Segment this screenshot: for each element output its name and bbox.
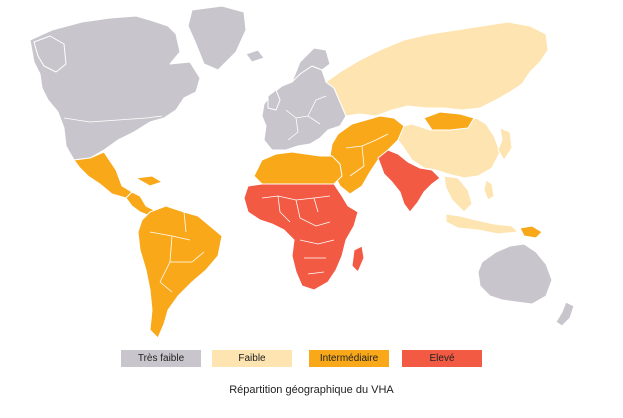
region-north-east-asia [325, 21, 549, 235]
south-america-borders [149, 211, 205, 293]
legend: Très faible Faible Intermédiaire Elevé [0, 346, 623, 370]
greenland [187, 5, 247, 71]
legend-faible: Faible [212, 350, 292, 367]
legend-eleve: Elevé [402, 350, 482, 367]
canada-usa [29, 15, 201, 161]
world-map [29, 5, 575, 339]
region-south-america [137, 205, 223, 339]
south-america [137, 205, 223, 339]
africa-borders [261, 195, 335, 275]
south-asia [377, 149, 441, 213]
philippines [483, 179, 495, 201]
uk-ireland [267, 89, 281, 111]
scandinavia [291, 47, 331, 83]
region-sub-saharan-africa [243, 183, 365, 291]
mexico [73, 151, 133, 199]
australia [477, 243, 553, 305]
region-north-america [29, 5, 247, 161]
indonesia [445, 213, 519, 235]
north-africa [253, 151, 343, 185]
papua-new-guinea [519, 225, 543, 239]
madagascar [351, 245, 365, 273]
region-oceania [477, 225, 575, 327]
caribbean [135, 175, 163, 187]
alaska [33, 35, 67, 73]
middle-east-borders [345, 133, 389, 177]
map-caption: Répartition géographique du VHA [229, 384, 394, 396]
sub-saharan-africa [243, 183, 359, 291]
mongolia [423, 111, 475, 131]
canada-usa-border [63, 115, 163, 123]
iceland [245, 49, 265, 63]
new-zealand [555, 301, 575, 327]
southeast-asia [443, 175, 473, 213]
region-mexico-central-america [73, 151, 163, 217]
japan-korea [497, 127, 513, 161]
europe-borders [285, 95, 327, 141]
russia [325, 21, 549, 117]
region-europe [245, 47, 347, 151]
legend-tres-faible: Très faible [121, 350, 201, 367]
legend-intermediaire: Intermédiaire [309, 350, 389, 367]
